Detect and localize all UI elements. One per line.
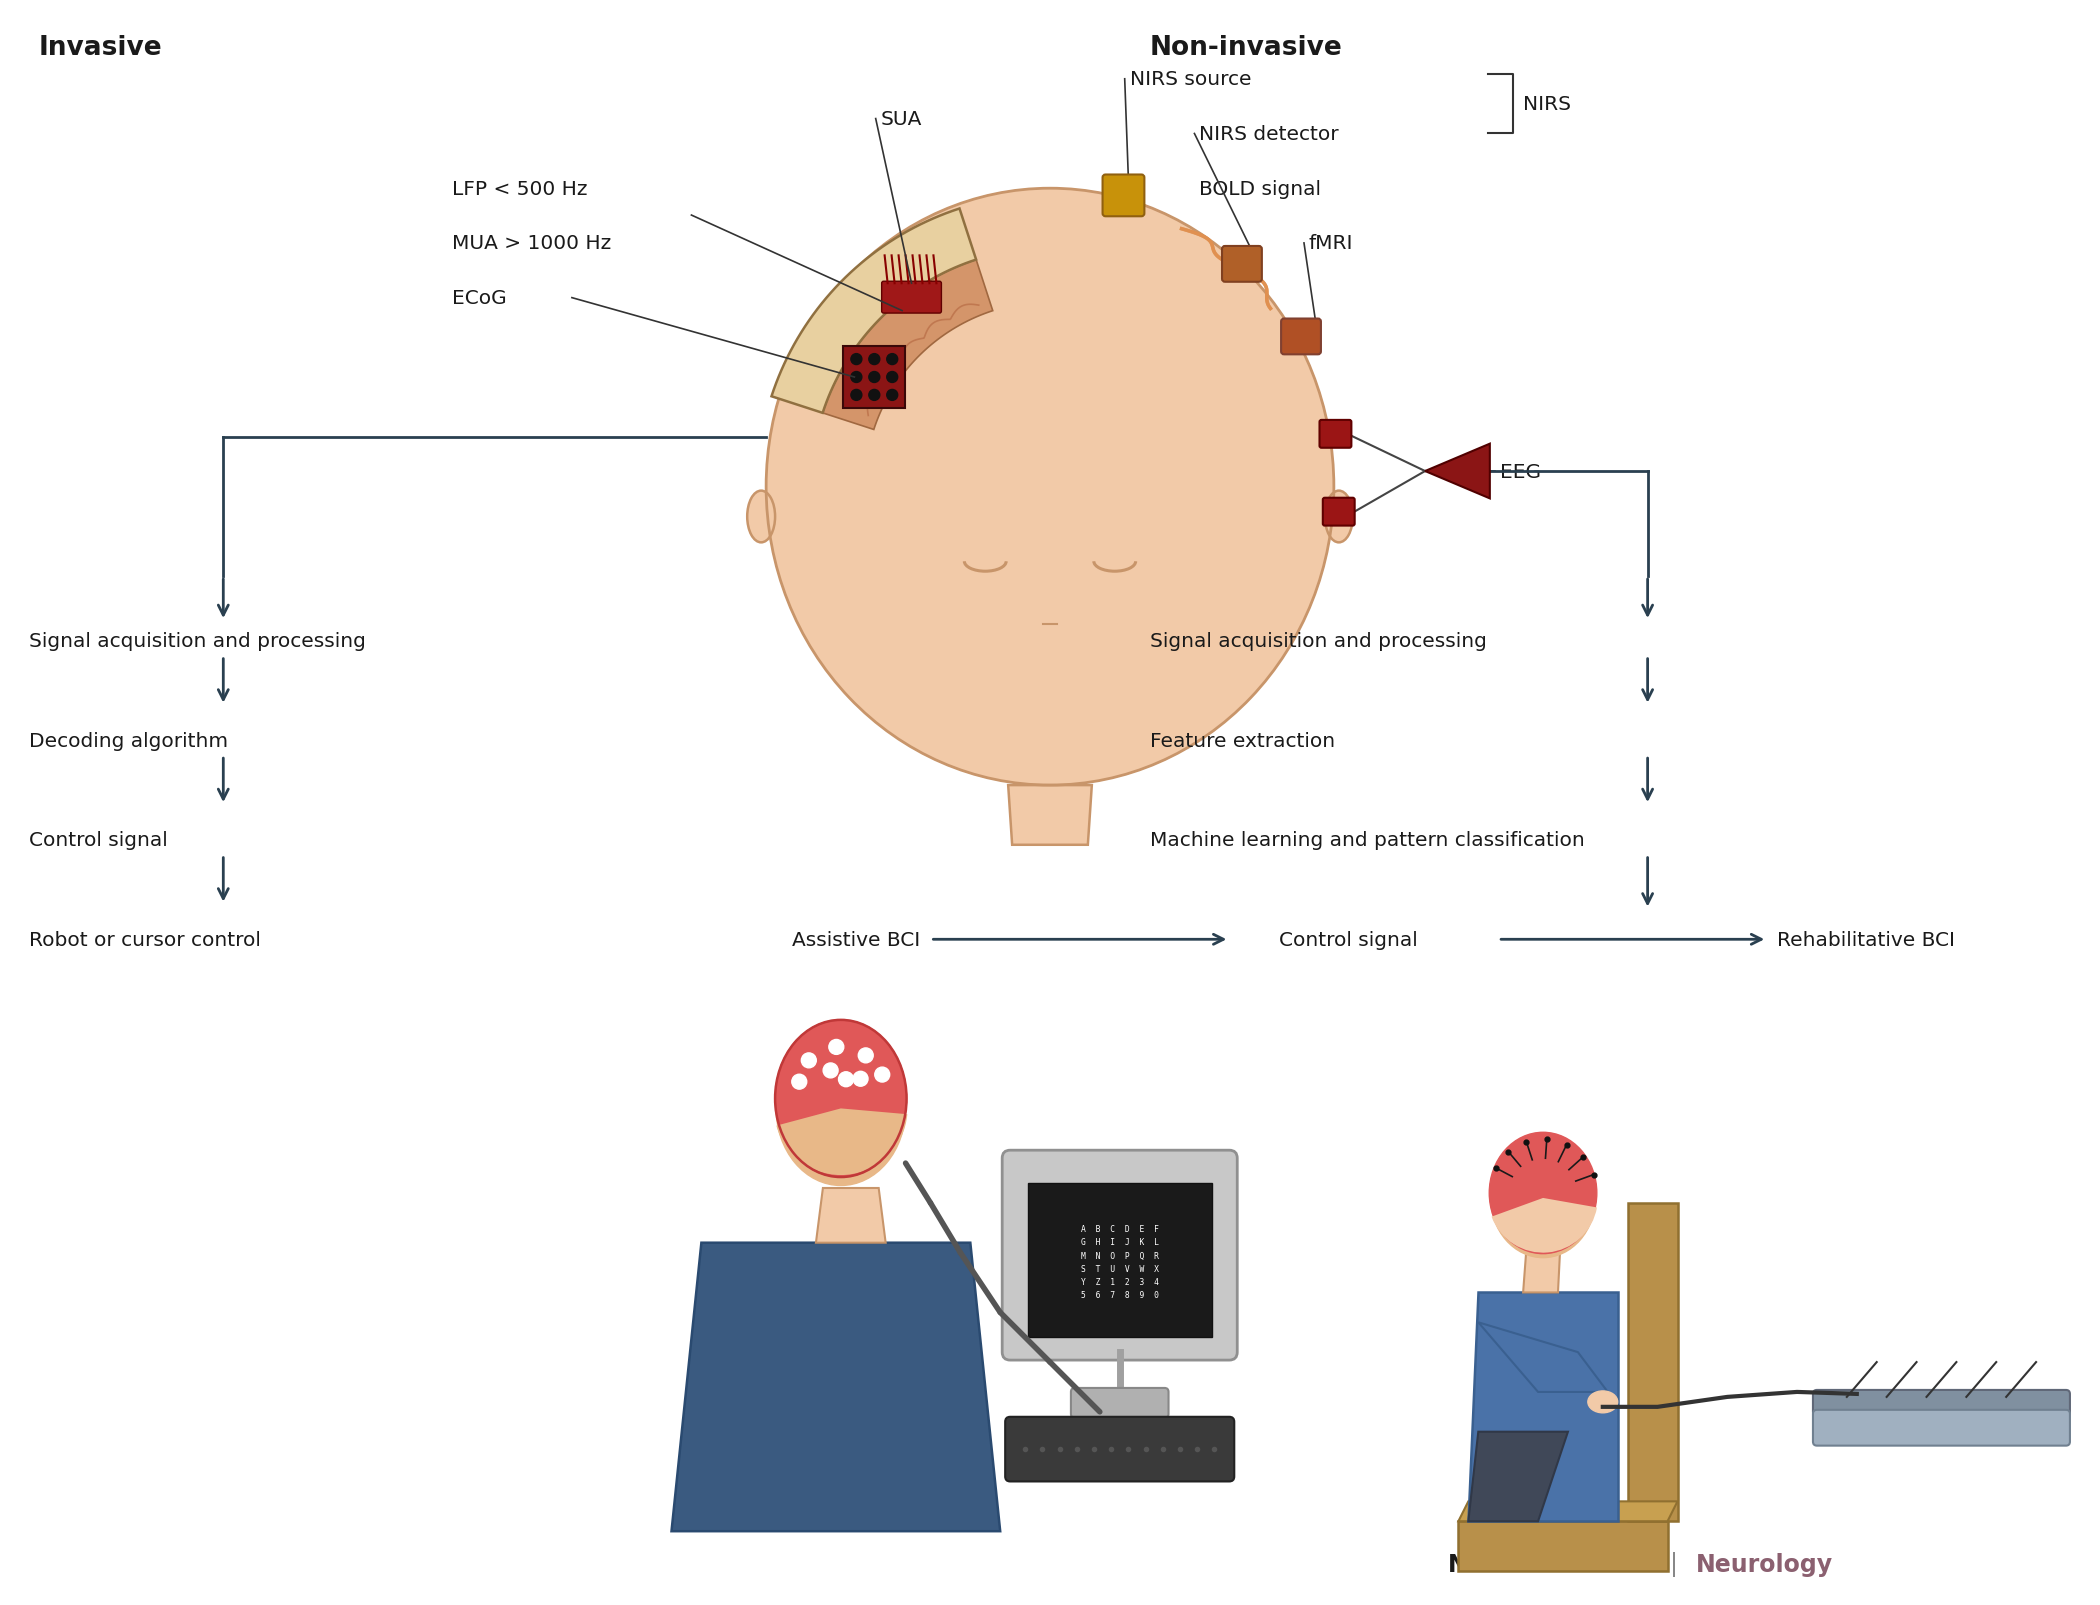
Polygon shape (1457, 1501, 1678, 1522)
Polygon shape (817, 1188, 886, 1242)
Text: Neurology: Neurology (1695, 1552, 1833, 1576)
FancyBboxPatch shape (1102, 175, 1144, 217)
Circle shape (869, 390, 880, 401)
Circle shape (886, 355, 897, 366)
Ellipse shape (1491, 1138, 1596, 1258)
Text: Decoding algorithm: Decoding algorithm (29, 732, 229, 751)
Text: A  B  C  D  E  F
G  H  I  J  K  L
M  N  O  P  Q  R
S  T  U  V  W  X
Y  Z  1  2  : A B C D E F G H I J K L M N O P Q R S T … (1082, 1225, 1159, 1300)
FancyBboxPatch shape (1812, 1390, 2071, 1416)
FancyBboxPatch shape (1071, 1388, 1168, 1417)
Wedge shape (777, 1109, 907, 1175)
Polygon shape (1426, 445, 1489, 499)
Text: fMRI: fMRI (1308, 234, 1354, 254)
Circle shape (850, 355, 861, 366)
Text: ECoG: ECoG (452, 289, 506, 308)
Ellipse shape (775, 1021, 907, 1178)
Circle shape (876, 1067, 890, 1082)
Polygon shape (672, 1242, 1000, 1531)
Text: Feature extraction: Feature extraction (1149, 732, 1336, 751)
Ellipse shape (748, 491, 775, 542)
Ellipse shape (1325, 491, 1352, 542)
Polygon shape (771, 209, 976, 414)
Text: NIRS: NIRS (1522, 95, 1571, 114)
Ellipse shape (766, 189, 1334, 785)
Polygon shape (1522, 1254, 1560, 1292)
FancyBboxPatch shape (1319, 421, 1352, 448)
Text: Invasive: Invasive (40, 35, 162, 61)
Wedge shape (1491, 1199, 1596, 1254)
Circle shape (830, 1040, 844, 1054)
Text: Signal acquisition and processing: Signal acquisition and processing (29, 632, 365, 652)
Text: Control signal: Control signal (29, 831, 168, 849)
Text: BOLD signal: BOLD signal (1199, 180, 1321, 199)
FancyBboxPatch shape (1812, 1409, 2071, 1446)
FancyBboxPatch shape (1323, 499, 1354, 526)
Text: |: | (1670, 1550, 1678, 1576)
Text: SUA: SUA (880, 111, 922, 128)
Polygon shape (1008, 785, 1092, 846)
FancyBboxPatch shape (1006, 1417, 1235, 1481)
Circle shape (792, 1075, 806, 1090)
Text: Machine learning and pattern classification: Machine learning and pattern classificat… (1149, 831, 1583, 849)
Text: Rehabilitative BCI: Rehabilitative BCI (1777, 931, 1955, 949)
Text: Signal acquisition and processing: Signal acquisition and processing (1149, 632, 1487, 652)
FancyBboxPatch shape (1002, 1151, 1237, 1361)
Polygon shape (1457, 1522, 1667, 1571)
Polygon shape (844, 347, 905, 409)
Polygon shape (1478, 1323, 1609, 1392)
Polygon shape (1468, 1292, 1617, 1522)
Circle shape (886, 390, 897, 401)
Circle shape (850, 390, 861, 401)
Circle shape (850, 372, 861, 384)
Circle shape (869, 355, 880, 366)
Polygon shape (1628, 1204, 1678, 1522)
Text: LFP < 500 Hz: LFP < 500 Hz (452, 180, 588, 199)
Circle shape (838, 1072, 853, 1087)
Text: NIRS detector: NIRS detector (1199, 125, 1340, 144)
Text: EEG: EEG (1499, 462, 1541, 481)
Text: Control signal: Control signal (1279, 931, 1418, 949)
Circle shape (886, 372, 897, 384)
Circle shape (859, 1048, 874, 1063)
Polygon shape (823, 260, 993, 430)
Circle shape (853, 1072, 867, 1087)
Circle shape (802, 1053, 817, 1069)
Ellipse shape (1588, 1392, 1617, 1412)
Ellipse shape (777, 1032, 905, 1186)
FancyBboxPatch shape (1281, 319, 1321, 355)
Text: Assistive BCI: Assistive BCI (792, 931, 920, 949)
Text: MUA > 1000 Hz: MUA > 1000 Hz (452, 234, 611, 254)
Ellipse shape (1489, 1133, 1596, 1254)
Text: Non-invasive: Non-invasive (1149, 35, 1342, 61)
Circle shape (869, 372, 880, 384)
FancyBboxPatch shape (1222, 247, 1262, 282)
Polygon shape (1468, 1432, 1569, 1522)
Text: Nature Reviews: Nature Reviews (1449, 1552, 1657, 1576)
Text: NIRS source: NIRS source (1130, 71, 1252, 90)
Text: Robot or cursor control: Robot or cursor control (29, 931, 260, 949)
FancyBboxPatch shape (882, 282, 941, 315)
Circle shape (823, 1063, 838, 1079)
FancyBboxPatch shape (1027, 1183, 1212, 1337)
